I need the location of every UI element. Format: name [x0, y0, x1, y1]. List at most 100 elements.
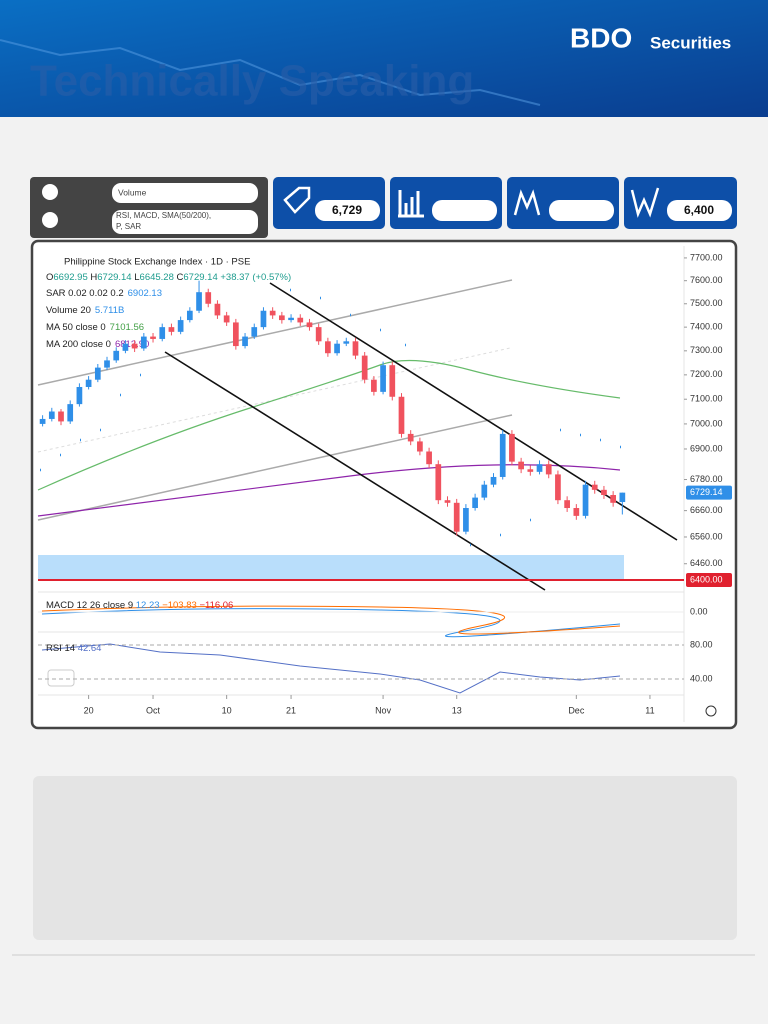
- candle-body: [591, 484, 598, 490]
- candle-body: [168, 327, 175, 332]
- candle-body: [417, 441, 423, 452]
- volume-area: [38, 555, 624, 580]
- stat-value: 6,400: [684, 203, 714, 217]
- candle-body: [536, 464, 543, 472]
- indicator-legend: SAR 0.02 0.02 0.2 6902.13: [46, 288, 162, 299]
- trough-icon: [630, 187, 660, 218]
- candle-body: [463, 508, 469, 532]
- indicator-name: Volume 20: [46, 305, 91, 316]
- chart-title: Philippine Stock Exchange Index · 1D · P…: [64, 257, 250, 268]
- candle-body: [343, 341, 350, 344]
- chart: SAR 0.02 0.02 0.2 6902.13 Volume 20 5.711B M…: [38, 252, 732, 715]
- header-title: Technically Speaking: [30, 57, 474, 106]
- candle-body: [545, 464, 552, 475]
- channel-line: [37, 279, 513, 386]
- candle-body: [435, 464, 442, 501]
- tag-icon: [283, 186, 311, 214]
- indicator-name: MA 200 close 0: [46, 339, 111, 350]
- candle-body: [67, 404, 74, 422]
- ohlc-value: 6729.14: [97, 272, 131, 283]
- stat-pill: [432, 200, 497, 221]
- candle-body: [398, 396, 405, 434]
- candle-body: [619, 492, 626, 503]
- y-tick-label: 7100.00: [690, 394, 723, 404]
- candle-body: [371, 379, 377, 392]
- support-label: 6400.00: [690, 574, 723, 584]
- candle-body: [150, 336, 156, 339]
- bar-icon: [398, 190, 424, 218]
- chart-frame: [30, 239, 738, 730]
- candle-body: [407, 433, 414, 442]
- candle-body: [269, 310, 276, 316]
- candle-body: [260, 310, 267, 328]
- x-tick-label: 11: [645, 705, 654, 715]
- macd-value: 12.23: [136, 600, 160, 611]
- indicator-name: MA 50 close 0: [46, 322, 106, 333]
- stat-buttons: 6,729 6,400: [273, 177, 737, 229]
- ohlc-value: 6729.14: [183, 272, 217, 283]
- candle-body: [159, 327, 166, 339]
- stat-pill: [667, 200, 732, 221]
- candle-body: [334, 343, 340, 354]
- y-tick-label: 6780.00: [690, 474, 723, 484]
- rsi-value: 42.64: [78, 643, 102, 654]
- candle-body: [352, 341, 359, 356]
- candle-body: [306, 322, 313, 328]
- candle-body: [48, 411, 55, 419]
- x-tick-label: Oct: [146, 705, 161, 715]
- indicator-text: P, SAR: [116, 222, 141, 231]
- candle-body: [94, 367, 101, 380]
- candle-body: [131, 343, 138, 349]
- candle-body: [288, 317, 294, 321]
- candle-body: [315, 327, 322, 342]
- candle-body: [196, 292, 202, 311]
- y-tick-label: 7200.00: [690, 369, 723, 379]
- rsi-legend: RSI 14 42.64: [46, 643, 101, 654]
- candle-body: [490, 476, 497, 485]
- candle-body: [601, 489, 607, 496]
- volume-band: [38, 555, 624, 580]
- stat-value: 6,729: [332, 203, 362, 217]
- price-label: 6729.14: [690, 487, 723, 497]
- candle-body: [39, 418, 46, 424]
- commentary-box: [33, 776, 737, 940]
- x-tick-label: 10: [222, 705, 232, 715]
- tv-logo: [47, 669, 75, 687]
- indicator-name: SAR 0.02 0.02 0.2: [46, 288, 124, 299]
- header-decoration: [0, 39, 541, 106]
- macd-value: −103.83: [162, 600, 197, 611]
- stat-pill: [315, 200, 380, 221]
- y-tick-label: 6660.00: [690, 505, 723, 515]
- y-tick-label: 6900.00: [690, 443, 723, 453]
- price-badge: [686, 485, 732, 500]
- macd-name: MACD 12 26 close 9: [46, 600, 133, 611]
- macd-legend: MACD 12 26 close 9 12.23 −103.83 −116.06: [46, 600, 233, 611]
- candle-body: [389, 365, 396, 397]
- indicator-legend: MA 50 close 0 7101.56: [46, 322, 144, 333]
- candle-body: [564, 500, 570, 509]
- candle-body: [297, 317, 304, 323]
- indicator-text: RSI, MACD, SMA(50/200),: [116, 211, 211, 220]
- candle-body: [140, 336, 147, 349]
- candle-body: [205, 292, 212, 304]
- macd-line: [41, 608, 621, 638]
- y-tick-label: 7400.00: [690, 322, 723, 332]
- ohlc-key: H: [90, 272, 97, 283]
- macd-value: −116.06: [199, 600, 233, 611]
- y-tick-label: 7300.00: [690, 345, 723, 355]
- candle-body: [361, 355, 368, 380]
- indicator-text: Volume: [118, 187, 147, 197]
- indicator-value: 7101.56: [110, 322, 144, 333]
- x-tick-label: 20: [84, 705, 94, 715]
- candle-body: [232, 322, 239, 347]
- ohlc-legend: O6692.95 H6729.14 L6645.28 C6729.14 +38.…: [46, 272, 291, 283]
- indicator-value: 5.711B: [95, 305, 124, 316]
- candle-body: [426, 451, 432, 465]
- candle-body: [177, 320, 184, 332]
- ohlc-key: O: [46, 272, 53, 283]
- brand-sub: Securities: [650, 33, 731, 52]
- candle-body: [76, 386, 83, 405]
- sar-dots: [40, 288, 621, 547]
- ma50-line: [37, 359, 621, 491]
- brand: BDO: [570, 22, 632, 53]
